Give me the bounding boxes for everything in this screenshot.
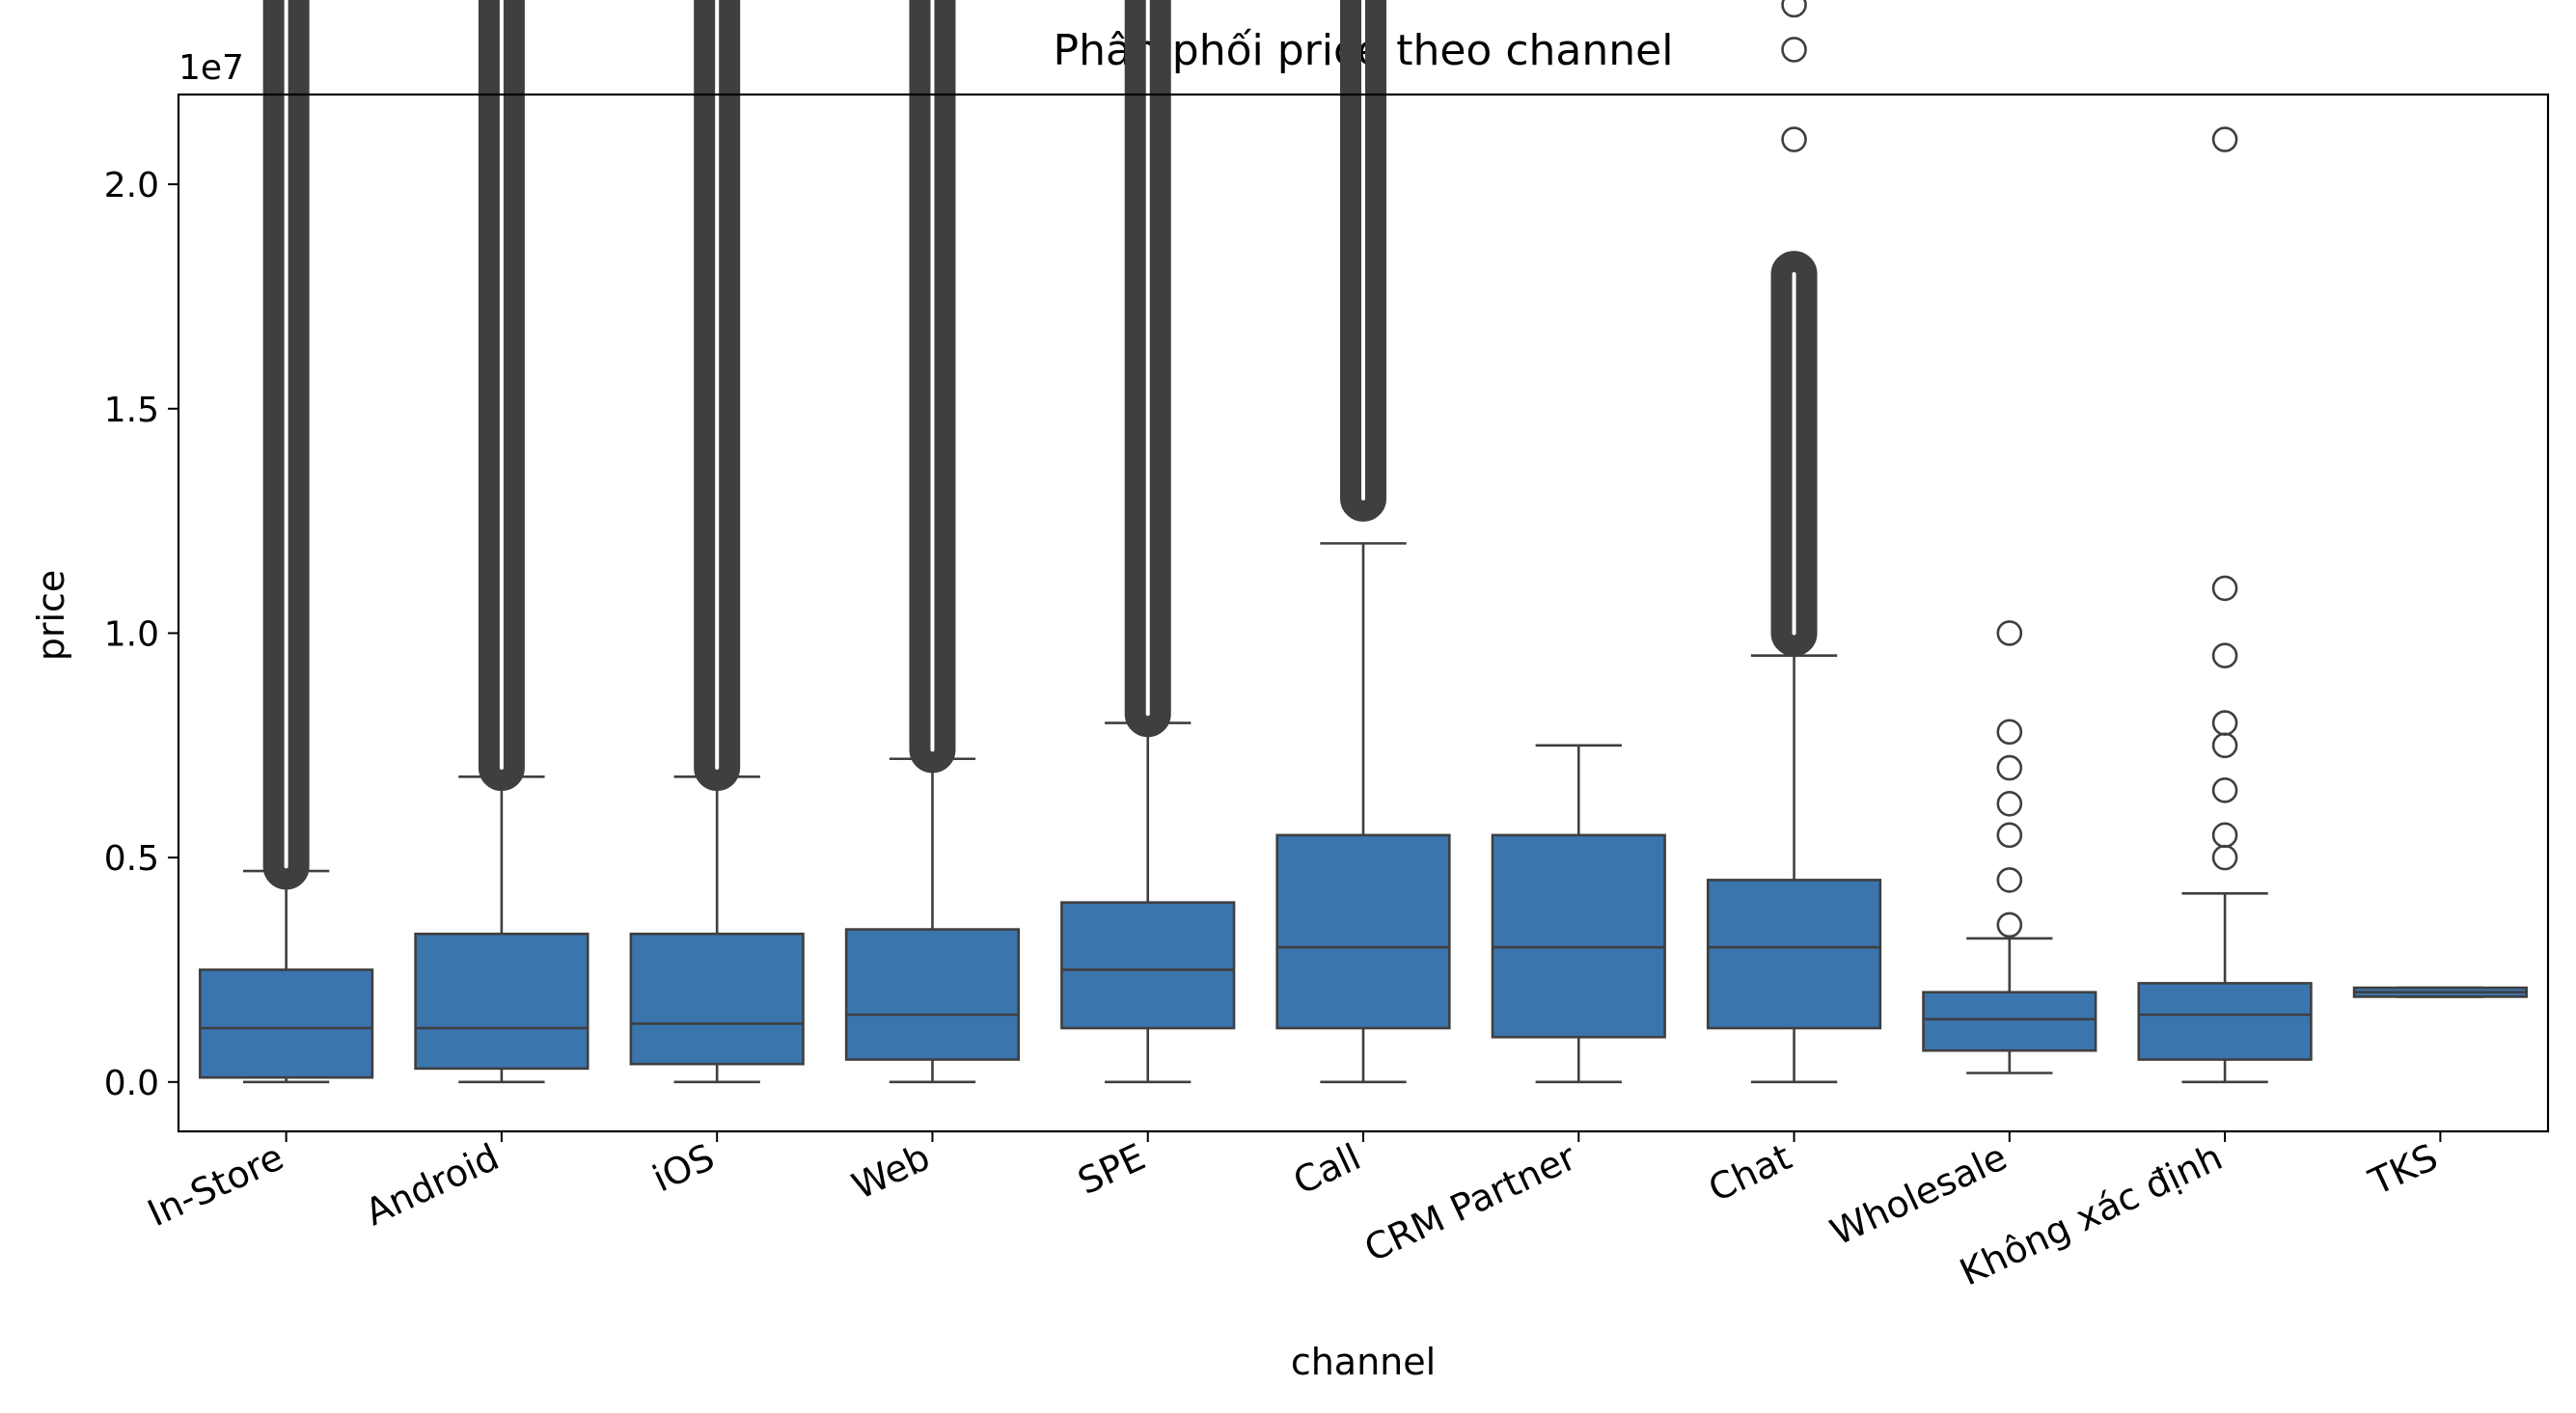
box-group-spe [1060, 0, 1236, 1084]
y-tick-label: 0.5 [104, 839, 159, 879]
y-tick-label: 2.0 [104, 166, 159, 205]
outlier-point [1781, 0, 1807, 18]
outlier-point [1996, 719, 2023, 746]
y-tick-label: 1.5 [104, 391, 159, 430]
box-group-in-store [199, 0, 374, 1084]
iqr-box [844, 928, 1021, 1061]
box-group-crm-partner [1491, 744, 1666, 1084]
outlier-point [1996, 911, 2023, 938]
y-tick-label: 0.0 [104, 1064, 159, 1103]
outlier-point [1781, 126, 1807, 152]
outlier-point [2211, 822, 2238, 849]
outlier-point [1996, 822, 2023, 849]
box-group-ios [629, 0, 805, 1084]
box-group-call [1275, 0, 1451, 1084]
outlier-point [2211, 575, 2238, 602]
y-axis-label: price [30, 570, 72, 662]
box-group-tks [2352, 986, 2528, 998]
iqr-box [629, 932, 805, 1066]
outlier-point [2211, 710, 2238, 736]
outlier-point [1996, 790, 2023, 817]
outlier-point [2211, 642, 2238, 669]
y-tick-label: 1.0 [104, 614, 159, 654]
iqr-box [1706, 879, 1882, 1030]
iqr-box [199, 968, 374, 1079]
outlier-point [2211, 777, 2238, 803]
iqr-box [414, 932, 589, 1071]
iqr-box [2137, 982, 2313, 1061]
outlier-cluster [1340, 0, 1386, 522]
outlier-cluster [1770, 251, 1818, 657]
plot-area [199, 0, 2528, 1084]
iqr-box [1491, 833, 1666, 1039]
box-group-web [844, 0, 1021, 1084]
outlier-point [2211, 126, 2238, 152]
box-group-chat [1706, 0, 1882, 1084]
iqr-box [1275, 833, 1451, 1030]
outlier-point [1996, 754, 2023, 781]
box-group-wholesale [1922, 620, 2097, 1074]
x-axis-label: channel [1291, 1341, 1436, 1383]
outlier-point [1996, 867, 2023, 893]
iqr-box [1060, 901, 1236, 1030]
box-group-android [414, 0, 589, 1084]
box-group-không-xác-định [2137, 126, 2313, 1084]
y-scale-label: 1e7 [178, 48, 244, 88]
outlier-point [1781, 37, 1807, 63]
iqr-box [1922, 991, 2097, 1052]
outlier-point [1996, 620, 2023, 646]
chart-title: Phân phối price theo channel [1054, 26, 1674, 75]
